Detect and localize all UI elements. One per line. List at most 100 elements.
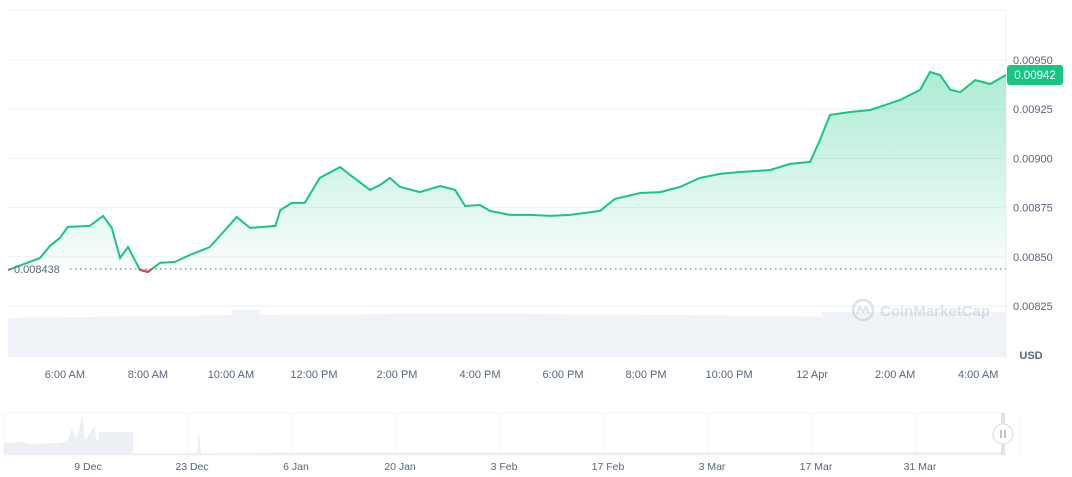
volume-bar [322, 314, 324, 357]
volume-bar [332, 314, 334, 357]
volume-bar [256, 310, 258, 357]
volume-bar [300, 314, 302, 357]
volume-bar [226, 315, 228, 357]
navigator-date-label: 23 Dec [175, 461, 208, 473]
volume-bar [756, 315, 758, 357]
volume-bar [16, 317, 18, 357]
volume-bar [918, 312, 920, 357]
volume-bar [262, 314, 264, 357]
volume-bar [822, 312, 824, 357]
navigator-date-label: 9 Dec [74, 461, 101, 473]
volume-bar [850, 312, 852, 357]
volume-bar [734, 315, 736, 357]
volume-bar [136, 316, 138, 357]
volume-bar [222, 315, 224, 357]
volume-bar [544, 314, 546, 357]
volume-bar [56, 317, 58, 357]
volume-bar [350, 314, 352, 357]
volume-bar [272, 314, 274, 357]
volume-bar [264, 314, 266, 357]
volume-bar [638, 314, 640, 357]
volume-bar [818, 316, 820, 357]
volume-bar [796, 316, 798, 357]
volume-bar [318, 314, 320, 357]
volume-bar [458, 314, 460, 357]
volume-bar [228, 315, 230, 357]
volume-bar [650, 314, 652, 357]
volume-bar [94, 316, 96, 357]
volume-bar [878, 312, 880, 357]
volume-bar [214, 315, 216, 357]
navigator-drag-handle[interactable] [992, 423, 1014, 445]
volume-bar [894, 312, 896, 357]
volume-bar [886, 312, 888, 357]
volume-bar [386, 314, 388, 357]
volume-bar [184, 315, 186, 357]
volume-bar [764, 315, 766, 357]
volume-bar [138, 316, 140, 357]
volume-bar [324, 314, 326, 357]
volume-bar [516, 314, 518, 357]
volume-bar [294, 314, 296, 357]
volume-bar [202, 315, 204, 357]
volume-bar [252, 310, 254, 357]
volume-bar [310, 314, 312, 357]
volume-bar [882, 312, 884, 357]
volume-bar [414, 314, 416, 357]
volume-bar [910, 312, 912, 357]
volume-bar [282, 314, 284, 357]
volume-bar [600, 314, 602, 357]
volume-bar [354, 314, 356, 357]
range-navigator[interactable]: 9 Dec 23 Dec 6 Jan 20 Jan 3 Feb 17 Feb 3 Mar 17… [3, 412, 1021, 473]
volume-bar [374, 314, 376, 357]
volume-bar [1004, 312, 1006, 357]
volume-bar [454, 314, 456, 357]
volume-bar [998, 312, 1000, 357]
volume-bar [520, 314, 522, 357]
volume-bar [740, 315, 742, 357]
volume-bar [816, 316, 818, 357]
volume-bar [716, 315, 718, 357]
volume-bar [938, 312, 940, 357]
volume-bar [456, 314, 458, 357]
volume-bar [976, 312, 978, 357]
volume-bar [696, 315, 698, 357]
volume-bar [646, 314, 648, 357]
volume-bar [78, 317, 80, 357]
volume-bar [100, 316, 102, 357]
volume-bar [190, 315, 192, 357]
current-price-badge-bg [1007, 64, 1063, 85]
volume-bar [50, 317, 52, 357]
volume-bar [118, 316, 120, 357]
volume-bar [96, 316, 98, 357]
volume-bar [1000, 312, 1002, 357]
volume-bar [400, 314, 402, 357]
volume-bar [368, 314, 370, 357]
volume-bar [86, 316, 88, 357]
volume-bar [198, 315, 200, 357]
volume-bar [346, 314, 348, 357]
volume-bar [240, 310, 242, 357]
volume-bar [142, 316, 144, 357]
volume-bar [388, 314, 390, 357]
volume-bar [306, 314, 308, 357]
volume-bar [778, 316, 780, 357]
volume-bar [760, 315, 762, 357]
volume-bar [428, 314, 430, 357]
volume-bar [372, 314, 374, 357]
volume-bar [462, 314, 464, 357]
volume-bar [292, 314, 294, 357]
volume-bar [802, 316, 804, 357]
volume-bar [476, 314, 478, 357]
volume-bar [968, 312, 970, 357]
volume-bar [984, 312, 986, 357]
volume-bar [66, 317, 68, 357]
volume-bar [824, 312, 826, 357]
y-tick-label: 0.00900 [1013, 153, 1053, 165]
volume-bar [578, 314, 580, 357]
y-tick-label: 0.00875 [1013, 203, 1053, 215]
volume-bar [596, 314, 598, 357]
volume-bar [474, 314, 476, 357]
